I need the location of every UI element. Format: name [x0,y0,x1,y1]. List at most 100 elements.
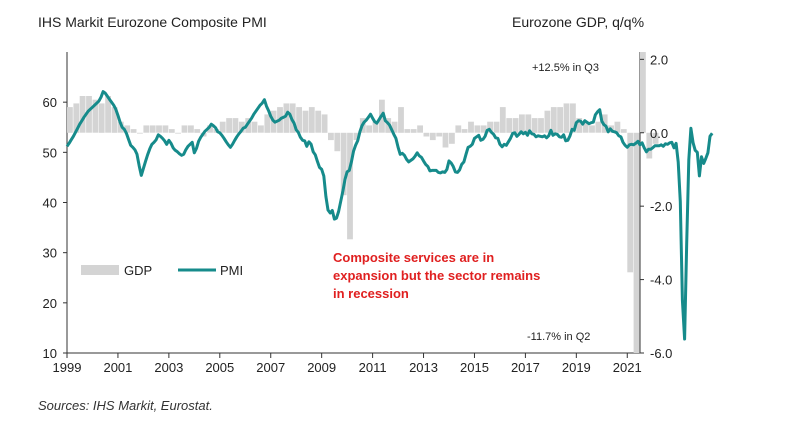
gdp-bar [544,110,551,133]
x-tick-label: 2001 [103,360,132,375]
gdp-bar [296,107,302,133]
x-tick-label: 2009 [307,360,336,375]
gdp-bar [461,129,468,133]
gdp-bar [347,132,353,240]
gdp-bar [353,132,360,141]
legend-gdp-swatch [81,265,119,275]
right-axis-ticks: -6.0 -4.0 -2.0 0.0 2.0 [640,52,672,361]
gdp-bar [175,132,181,134]
gdp-bar [219,121,226,133]
x-tick-label: 2021 [613,360,642,375]
gdp-bar [449,132,455,144]
gdp-bar [207,125,213,133]
gdp-bar [582,121,589,133]
left-tick-label: 50 [43,145,57,160]
x-tick-label: 2019 [562,360,591,375]
gdp-bar [474,125,481,133]
gdp-bar [570,103,576,133]
gdp-bar [188,125,194,133]
gdp-bar [238,121,245,133]
gdp-bar [557,107,563,133]
annotation-text: Composite services are in expansion but … [333,250,541,301]
gdp-bar [538,118,544,133]
gdp-bar [442,132,449,148]
x-tick-label: 2015 [460,360,489,375]
gdp-bar [366,125,372,133]
gdp-bar [429,132,436,141]
gdp-bar [563,103,570,133]
left-tick-label: 40 [43,196,57,211]
gdp-bar [633,132,640,353]
gdp-bar [194,129,201,133]
gdp-bar [79,96,86,133]
right-tick-label: -6.0 [650,346,672,361]
gdp-bar [436,132,443,137]
gdp-bar [162,125,169,133]
gdp-bar [640,52,646,133]
gdp-bar [340,132,347,196]
right-tick-label: 2.0 [650,52,668,67]
gdp-bar [321,114,328,133]
gdp-bar [404,129,411,133]
left-tick-label: 60 [43,95,57,110]
gdp-bar [168,129,175,133]
gdp-bar [149,125,156,133]
gdp-bar [627,132,634,273]
gdp-bar [181,125,188,133]
gdp-bar [315,110,322,133]
gdp-bar [499,107,506,133]
gdp-bar [258,125,264,133]
x-axis-ticks: 1999 2001 2003 2005 2007 2009 2011 2013 2015 2017… [53,353,642,375]
gdp-bar [302,110,309,133]
gdp-bar [328,132,334,141]
right-tick-label: -2.0 [650,199,672,214]
gdp-bar [111,107,118,133]
gdp-bar [519,114,525,133]
pmi-line [65,90,714,341]
legend-pmi-label: PMI [220,263,243,278]
gdp-bar [589,125,595,133]
gdp-min-label: -11.7% in Q2 [527,331,590,343]
gdp-bar [283,103,290,133]
gdp-bar [232,118,239,133]
gdp-bar [130,129,137,133]
gdp-bar [480,125,487,133]
gdp-bar [391,121,398,133]
gdp-bar [646,132,653,159]
gdp-bar [334,132,341,152]
left-axis-ticks: 10 20 30 40 50 60 [43,95,67,361]
gdp-bar [124,125,131,133]
gdp-bar [614,121,621,133]
gdp-bar [156,125,162,133]
gdp-bar [92,99,99,133]
gdp-bar [531,118,538,133]
gdp-bar [251,121,258,133]
gdp-bar [620,129,627,133]
chart-title: IHS Markit Eurozone Composite PMI [38,14,267,30]
source-note: Sources: IHS Markit, Eurostat. [38,398,213,413]
left-tick-label: 10 [43,346,57,361]
x-tick-label: 2007 [256,360,285,375]
x-tick-label: 2017 [511,360,540,375]
x-tick-label: 1999 [53,360,82,375]
gdp-bar [143,125,150,133]
gdp-bar [550,107,557,133]
gdp-bar [525,114,532,133]
gdp-bar [98,103,105,133]
gdp-bar [105,96,111,133]
right-tick-label: -4.0 [650,273,672,288]
gdp-bar [372,121,379,133]
gdp-bar [652,132,659,144]
gdp-bar [423,132,430,137]
gdp-bar [67,107,73,133]
gdp-bar [417,125,423,133]
x-tick-label: 2013 [409,360,438,375]
gdp-bar [512,118,519,133]
x-tick-label: 2005 [205,360,234,375]
x-tick-label: 2003 [154,360,183,375]
right-tick-label: 0.0 [650,126,668,141]
gdp-bar [398,107,404,133]
x-tick-label: 2011 [359,360,387,375]
gdp-bar [455,125,462,133]
